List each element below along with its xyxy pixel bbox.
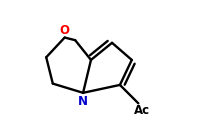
Text: Ac: Ac xyxy=(133,104,149,117)
Text: N: N xyxy=(77,95,87,108)
Text: O: O xyxy=(59,24,69,37)
